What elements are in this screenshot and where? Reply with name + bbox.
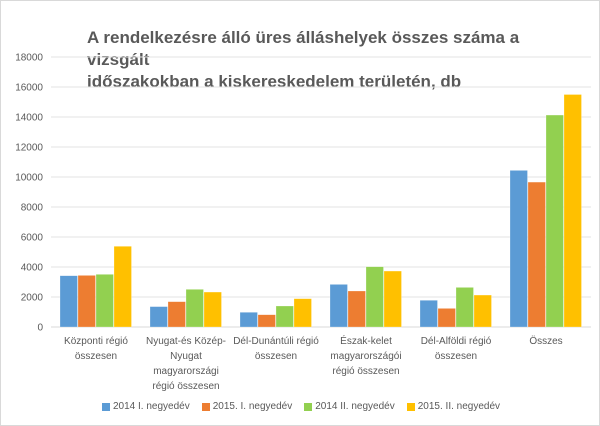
legend-item: 2014 I. negyedév — [101, 401, 190, 412]
legend-item: 2015. II. negyedév — [406, 401, 501, 412]
y-tick-label: 12000 — [15, 143, 43, 154]
bar-2-4 — [455, 287, 474, 328]
bar-0-2 — [239, 312, 258, 328]
y-tick-label: 14000 — [15, 113, 43, 124]
bar-1-2 — [257, 314, 276, 328]
legend-label: 2015. II. negyedév — [417, 401, 501, 412]
y-tick-label: 6000 — [21, 233, 44, 244]
bar-3-3 — [383, 270, 402, 328]
category-label: Nyugat-és Közép- Nyugat magyarországi ré… — [145, 336, 227, 392]
bar-3-4 — [473, 294, 492, 328]
bar-1-1 — [167, 301, 186, 328]
bar-0-5 — [509, 170, 528, 328]
legend-item: 2015. I. negyedév — [201, 401, 293, 412]
y-tick-label: 0 — [37, 323, 43, 334]
bar-2-1 — [185, 289, 204, 328]
bar-3-1 — [203, 291, 222, 328]
bar-1-5 — [527, 181, 546, 328]
legend-label: 2014 I. negyedév — [112, 401, 190, 412]
category-label: Dél-Dunántúli régió összesen — [233, 336, 319, 362]
legend-swatch — [406, 402, 415, 411]
bar-3-0 — [113, 246, 132, 328]
y-tick-label: 16000 — [15, 83, 43, 94]
bar-3-2 — [293, 298, 312, 328]
chart-title: A rendelkezésre álló üres álláshelyek ös… — [87, 28, 520, 91]
legend-swatch — [101, 402, 110, 411]
y-tick-label: 10000 — [15, 173, 43, 184]
y-tick-label: 8000 — [21, 203, 44, 214]
bar-1-0 — [77, 275, 96, 328]
bar-0-1 — [149, 306, 168, 328]
bar-0-3 — [329, 284, 348, 328]
bar-1-4 — [437, 308, 456, 328]
y-tick-label: 2000 — [21, 293, 44, 304]
bar-1-3 — [347, 290, 366, 328]
category-label: Központi régió összesen — [64, 336, 128, 362]
bar-2-2 — [275, 305, 294, 328]
legend-swatch — [304, 402, 313, 411]
category-label: Észak-kelet magyarországói régió összese… — [330, 336, 402, 377]
bar-0-0 — [59, 275, 78, 328]
bar-2-0 — [95, 274, 114, 328]
y-tick-label: 18000 — [15, 53, 43, 64]
bar-3-5 — [563, 94, 582, 328]
y-tick-label: 4000 — [21, 263, 44, 274]
category-label: Dél-Alföldi régió összesen — [420, 336, 492, 362]
legend: 2014 I. negyedév 2015. I. negyedév 2014 II… — [1, 401, 599, 412]
legend-label: 2015. I. negyedév — [212, 401, 293, 412]
bar-2-3 — [365, 266, 384, 328]
legend-label: 2014 II. negyedév — [315, 401, 395, 412]
bar-2-5 — [545, 114, 564, 328]
bar-0-4 — [419, 300, 438, 328]
legend-item: 2014 II. negyedév — [304, 401, 395, 412]
category-label: Összes — [529, 336, 563, 347]
legend-swatch — [201, 402, 210, 411]
